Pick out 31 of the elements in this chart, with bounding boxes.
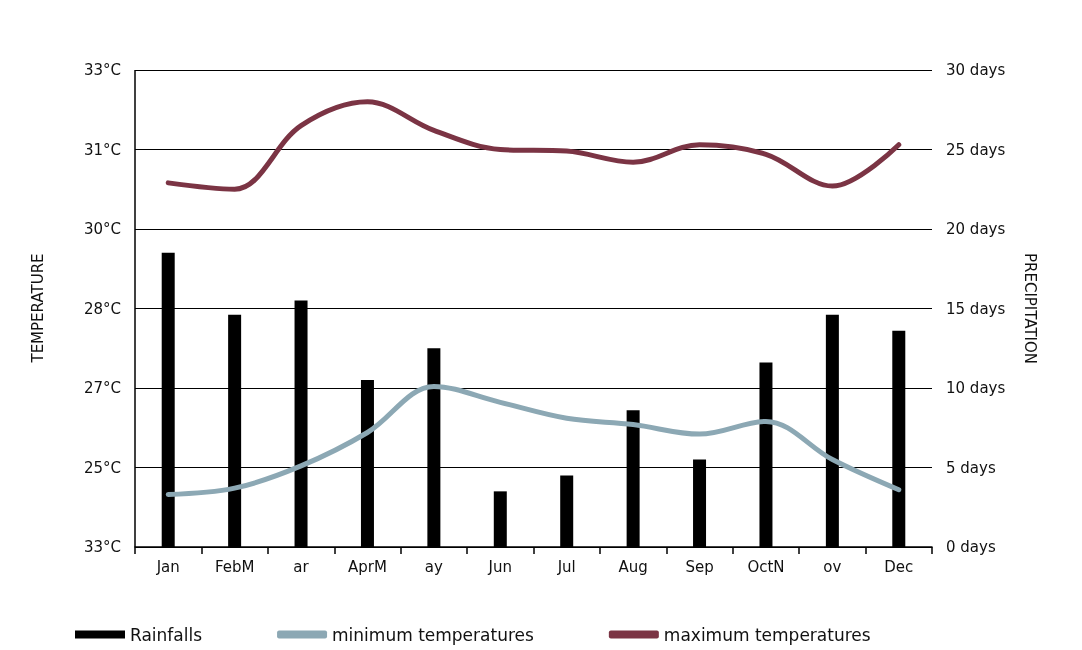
y-tick-label: 5 days [946,458,996,477]
x-tick-label: ay [424,557,444,576]
x-tick-label: Jul [556,557,576,576]
text: 33°C [83,61,121,79]
text: 33°C [83,538,121,556]
y-tick-label: 30 days [946,61,1006,79]
y-tick-label: 0 days [946,538,996,556]
x-tick-label: Aug [618,557,648,576]
x-tick-label: ar [293,557,310,576]
y-tick-label: 10 days [946,379,1006,397]
x-tick-label: FebM [214,557,255,576]
legend-label: maximum temperatures [663,624,871,645]
y-tick-label: 25 days [946,140,1006,159]
x-tick-label: Jun [487,557,513,576]
text: 28°C [83,299,121,318]
x-tick-label: Jan [155,557,180,576]
y-tick-label: 20 days [946,220,1006,238]
legend-label: Rainfalls [130,624,203,645]
legend-label: minimum temperatures [332,624,534,645]
text: 25°C [83,458,121,477]
text: TEMPERATURE [29,253,47,364]
y-axis-title: PRECIPITATION [1020,252,1039,365]
x-tick-label: Sep [685,557,714,576]
x-tick-label: Dec [884,557,914,576]
y-tick-label: 15 days [946,299,1006,318]
x-tick-label: OctN [747,557,785,576]
x-tick-label: AprM [348,557,387,576]
text: 27°C [83,379,121,397]
x-tick-label: ov [823,557,842,576]
text: 31°C [83,140,121,159]
text: 30°C [83,220,121,238]
